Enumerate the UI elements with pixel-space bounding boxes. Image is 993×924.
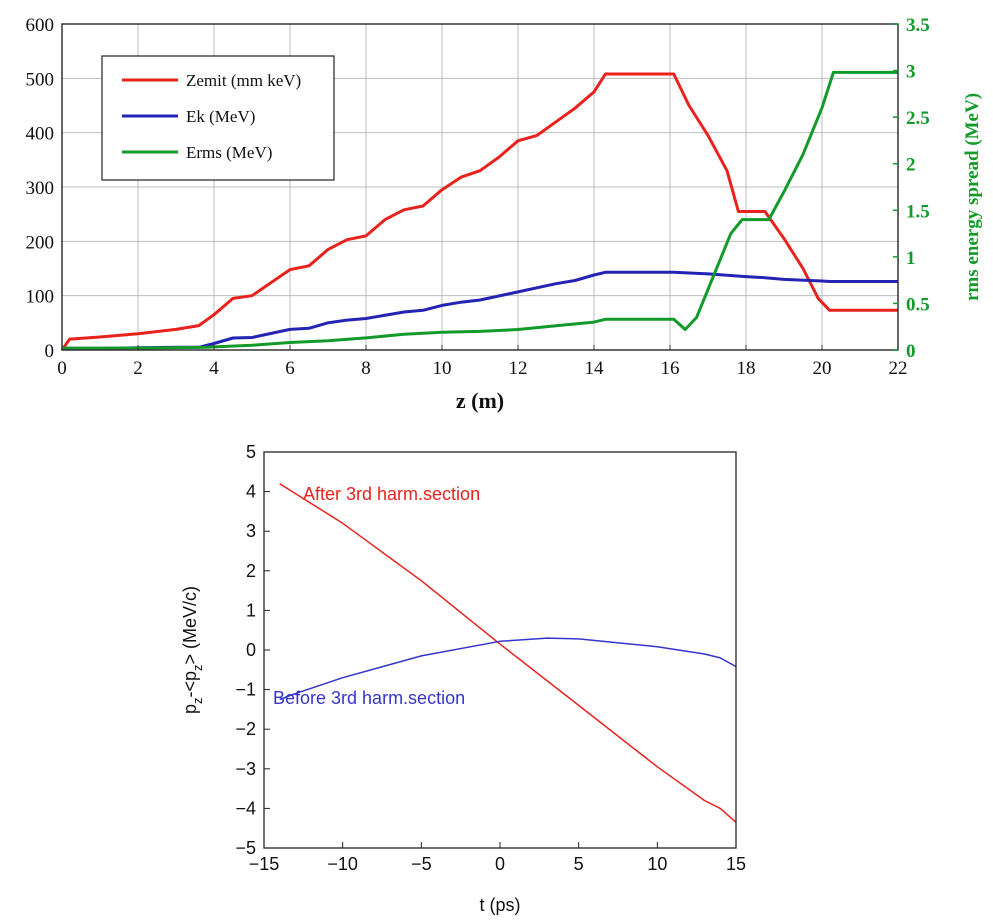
ylabel-sub2: z xyxy=(190,664,205,671)
bottom-series-lines xyxy=(279,483,737,823)
bottom-y-tick-label-7: 2 xyxy=(246,561,256,581)
top-series-lines xyxy=(60,70,898,351)
ylabel-sub1: z xyxy=(190,698,205,705)
bottom-y-tick-label-8: 3 xyxy=(246,521,256,541)
bottom-y-axis-label: pz-<pz> (MeV/c) xyxy=(180,586,205,714)
bottom-x-tick-label-6: 15 xyxy=(726,854,746,874)
top-y2-tick-label-3: 1.5 xyxy=(906,201,930,222)
ylabel-end: > (MeV/c) xyxy=(180,586,200,665)
top-y-tick-label-0: 0 xyxy=(45,341,55,362)
top-y-tick-label-5: 500 xyxy=(26,69,55,90)
top-series-line-erms xyxy=(62,70,898,350)
top-series-line-ek xyxy=(62,270,898,350)
bottom-y-tick-label-3: −2 xyxy=(235,719,256,739)
top-x-tick-label-8: 16 xyxy=(661,358,680,379)
top-y-tick-label-3: 300 xyxy=(26,178,55,199)
top-x-tick-label-9: 18 xyxy=(737,358,756,379)
top-x-tick-label-5: 10 xyxy=(433,358,452,379)
top-x-tick-label-6: 12 xyxy=(509,358,528,379)
bottom-x-tick-label-2: −5 xyxy=(411,854,432,874)
top-x-axis-label: z (m) xyxy=(456,388,504,413)
bottom-y-tick-label-5: 0 xyxy=(246,640,256,660)
top-y2-tick-label-6: 3 xyxy=(906,62,916,83)
top-y2-tick-label-4: 2 xyxy=(906,155,916,176)
bottom-series-line-before xyxy=(279,637,737,701)
legend-label-ek: Ek (MeV) xyxy=(186,107,255,126)
legend-box xyxy=(101,55,335,181)
bottom-series-line-after xyxy=(279,483,737,823)
top-y-tick-label-6: 600 xyxy=(26,15,55,36)
bottom-x-axis-label: t (ps) xyxy=(479,895,520,915)
bottom-y-tick-label-0: −5 xyxy=(235,838,256,858)
top-y-tick-label-4: 400 xyxy=(26,124,55,145)
bottom-plot-frame xyxy=(263,451,737,849)
bottom-y-tick-label-9: 4 xyxy=(246,482,256,502)
top-x-tick-label-3: 6 xyxy=(285,358,295,379)
top-right-axis-label: rms energy spread (MeV) xyxy=(962,93,983,301)
top-chart: 0 2 4 6 8 10 12 14 16 18 20 22010020030040050060000… xyxy=(26,15,984,413)
top-legend: Zemit (mm keV) Ek (MeV) Erms (MeV) xyxy=(101,55,335,181)
annotation-after: After 3rd harm.section xyxy=(303,484,480,504)
top-y2-tick-label-5: 2.5 xyxy=(906,108,930,129)
bottom-y-tick-label-4: −1 xyxy=(235,680,256,700)
legend-label-erms: Erms (MeV) xyxy=(186,143,272,162)
bottom-x-tick-label-3: 0 xyxy=(495,854,505,874)
top-plot-frame xyxy=(61,23,899,351)
ylabel-main: p xyxy=(180,704,200,714)
top-x-tick-label-11: 22 xyxy=(889,358,908,379)
top-y-tick-label-2: 200 xyxy=(26,232,55,253)
top-y2-tick-label-2: 1 xyxy=(906,248,916,269)
bottom-x-tick-label-4: 5 xyxy=(574,854,584,874)
top-x-tick-label-4: 8 xyxy=(361,358,371,379)
bottom-x-tick-label-1: −10 xyxy=(327,854,358,874)
top-series-line-zemit xyxy=(60,72,898,351)
bottom-x-tick-label-0: −15 xyxy=(249,854,280,874)
top-x-tick-label-0: 0 xyxy=(57,358,67,379)
annotation-before: Before 3rd harm.section xyxy=(273,688,465,708)
bottom-y-tick-label-2: −3 xyxy=(235,759,256,779)
top-y2-tick-label-1: 0.5 xyxy=(906,294,930,315)
bottom-y-tick-label-1: −4 xyxy=(235,798,256,818)
ylabel-mid: -<p xyxy=(180,671,200,698)
top-tick-labels: 0 2 4 6 8 10 12 14 16 18 20 22010020030040050060000… xyxy=(26,15,930,379)
top-x-tick-label-1: 2 xyxy=(133,358,143,379)
top-x-tick-label-10: 20 xyxy=(813,358,832,379)
bottom-x-tick-label-5: 10 xyxy=(647,854,667,874)
top-y2-tick-label-7: 3.5 xyxy=(906,15,930,36)
bottom-y-tick-label-10: 5 xyxy=(246,442,256,462)
top-y2-tick-label-0: 0 xyxy=(906,341,916,362)
bottom-y-tick-label-6: 1 xyxy=(246,600,256,620)
top-x-tick-label-7: 14 xyxy=(585,358,605,379)
top-y-tick-label-1: 100 xyxy=(26,287,55,308)
legend-label-zemit: Zemit (mm keV) xyxy=(186,71,301,90)
top-x-tick-label-2: 4 xyxy=(209,358,219,379)
